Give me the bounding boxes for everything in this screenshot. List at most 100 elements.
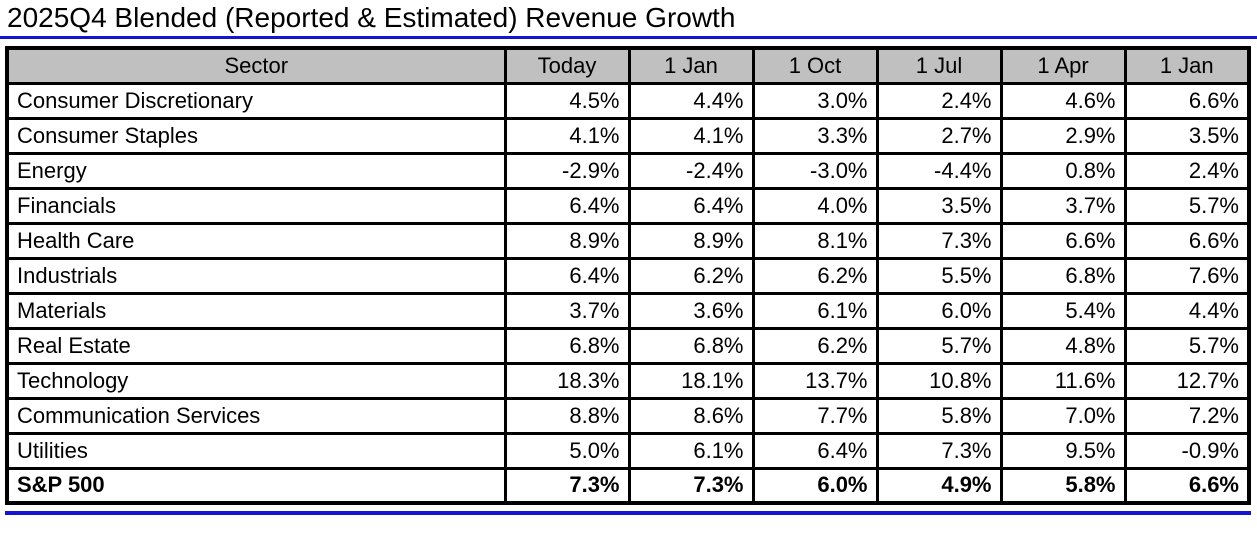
- value-cell: 8.9%: [627, 221, 755, 260]
- sector-cell: Financials: [5, 186, 507, 225]
- sector-cell: Materials: [5, 291, 507, 330]
- value-cell: 6.6%: [1123, 466, 1251, 505]
- value-cell: 7.3%: [627, 466, 755, 505]
- value-cell: 3.7%: [503, 291, 631, 330]
- value-cell: 5.7%: [1123, 326, 1251, 365]
- sector-cell: Health Care: [5, 221, 507, 260]
- value-cell: 8.1%: [751, 221, 879, 260]
- value-cell: 3.3%: [751, 116, 879, 155]
- value-cell: -2.4%: [627, 151, 755, 190]
- value-cell: 5.4%: [999, 291, 1127, 330]
- bottom-rule: [5, 511, 1251, 515]
- value-cell: 6.4%: [751, 431, 879, 470]
- column-header: 1 Jan: [627, 46, 755, 85]
- value-cell: 6.4%: [503, 256, 631, 295]
- value-cell: 4.0%: [751, 186, 879, 225]
- sector-cell: Energy: [5, 151, 507, 190]
- value-cell: 2.9%: [999, 116, 1127, 155]
- column-header: 1 Oct: [751, 46, 879, 85]
- value-cell: 4.1%: [503, 116, 631, 155]
- value-cell: 11.6%: [999, 361, 1127, 400]
- value-cell: 5.0%: [503, 431, 631, 470]
- value-cell: -0.9%: [1123, 431, 1251, 470]
- value-cell: -2.9%: [503, 151, 631, 190]
- column-header: 1 Jan: [1123, 46, 1251, 85]
- value-cell: 7.3%: [875, 431, 1003, 470]
- value-cell: 8.8%: [503, 396, 631, 435]
- sector-cell: Technology: [5, 361, 507, 400]
- value-cell: 2.7%: [875, 116, 1003, 155]
- value-cell: 5.8%: [999, 466, 1127, 505]
- value-cell: 6.8%: [503, 326, 631, 365]
- value-cell: 6.1%: [751, 291, 879, 330]
- value-cell: 6.4%: [627, 186, 755, 225]
- value-cell: 5.5%: [875, 256, 1003, 295]
- value-cell: 5.8%: [875, 396, 1003, 435]
- value-cell: 4.5%: [503, 81, 631, 120]
- revenue-growth-table: Sector Today 1 Jan 1 Oct 1 Jul 1 Apr 1 Jan Con…: [5, 46, 1251, 505]
- table-row: Technology 18.3% 18.1% 13.7% 10.8% 11.6% 12.7%: [5, 361, 1251, 400]
- sector-cell: Utilities: [5, 431, 507, 470]
- table-row: Utilities 5.0% 6.1% 6.4% 7.3% 9.5% -0.9%: [5, 431, 1251, 470]
- sector-cell: Communication Services: [5, 396, 507, 435]
- value-cell: 6.8%: [627, 326, 755, 365]
- value-cell: -3.0%: [751, 151, 879, 190]
- value-cell: 6.8%: [999, 256, 1127, 295]
- value-cell: 8.9%: [503, 221, 631, 260]
- value-cell: 6.4%: [503, 186, 631, 225]
- value-cell: 7.7%: [751, 396, 879, 435]
- value-cell: 6.2%: [751, 326, 879, 365]
- table-row: Communication Services 8.8% 8.6% 7.7% 5.8% 7.…: [5, 396, 1251, 435]
- column-header: Today: [503, 46, 631, 85]
- value-cell: 7.6%: [1123, 256, 1251, 295]
- value-cell: 2.4%: [1123, 151, 1251, 190]
- table-row: Materials 3.7% 3.6% 6.1% 6.0% 5.4% 4.4%: [5, 291, 1251, 330]
- table-body: Consumer Discretionary 4.5% 4.4% 3.0% 2.4% 4.…: [5, 81, 1251, 505]
- title-underline-rule: [0, 36, 1257, 39]
- value-cell: 6.6%: [1123, 81, 1251, 120]
- value-cell: 6.1%: [627, 431, 755, 470]
- value-cell: 6.6%: [1123, 221, 1251, 260]
- value-cell: 18.3%: [503, 361, 631, 400]
- sector-cell: Real Estate: [5, 326, 507, 365]
- value-cell: 3.7%: [999, 186, 1127, 225]
- sector-cell: S&P 500: [5, 466, 507, 505]
- value-cell: 7.3%: [503, 466, 631, 505]
- table-row: Financials 6.4% 6.4% 4.0% 3.5% 3.7% 5.7%: [5, 186, 1251, 225]
- value-cell: 3.6%: [627, 291, 755, 330]
- value-cell: 13.7%: [751, 361, 879, 400]
- page-title: 2025Q4 Blended (Reported & Estimated) Re…: [7, 2, 736, 33]
- value-cell: 18.1%: [627, 361, 755, 400]
- value-cell: 12.7%: [1123, 361, 1251, 400]
- value-cell: 7.3%: [875, 221, 1003, 260]
- table-row: Energy -2.9% -2.4% -3.0% -4.4% 0.8% 2.4%: [5, 151, 1251, 190]
- value-cell: -4.4%: [875, 151, 1003, 190]
- table-row: S&P 500 7.3% 7.3% 6.0% 4.9% 5.8% 6.6%: [5, 466, 1251, 505]
- value-cell: 2.4%: [875, 81, 1003, 120]
- table-row: Industrials 6.4% 6.2% 6.2% 5.5% 6.8% 7.6%: [5, 256, 1251, 295]
- table-row: Consumer Staples 4.1% 4.1% 3.3% 2.7% 2.9% 3.5%: [5, 116, 1251, 155]
- table-row: Consumer Discretionary 4.5% 4.4% 3.0% 2.4% 4.…: [5, 81, 1251, 120]
- value-cell: 3.5%: [1123, 116, 1251, 155]
- value-cell: 0.8%: [999, 151, 1127, 190]
- value-cell: 9.5%: [999, 431, 1127, 470]
- value-cell: 6.6%: [999, 221, 1127, 260]
- column-header: 1 Apr: [999, 46, 1127, 85]
- value-cell: 4.8%: [999, 326, 1127, 365]
- sector-cell: Consumer Discretionary: [5, 81, 507, 120]
- column-header: 1 Jul: [875, 46, 1003, 85]
- value-cell: 4.1%: [627, 116, 755, 155]
- value-cell: 4.4%: [1123, 291, 1251, 330]
- column-header-sector: Sector: [5, 46, 507, 85]
- table-row: Real Estate 6.8% 6.8% 6.2% 5.7% 4.8% 5.7%: [5, 326, 1251, 365]
- sector-cell: Consumer Staples: [5, 116, 507, 155]
- sector-cell: Industrials: [5, 256, 507, 295]
- value-cell: 4.6%: [999, 81, 1127, 120]
- value-cell: 3.5%: [875, 186, 1003, 225]
- value-cell: 4.9%: [875, 466, 1003, 505]
- value-cell: 7.2%: [1123, 396, 1251, 435]
- value-cell: 5.7%: [875, 326, 1003, 365]
- value-cell: 6.2%: [627, 256, 755, 295]
- value-cell: 6.0%: [875, 291, 1003, 330]
